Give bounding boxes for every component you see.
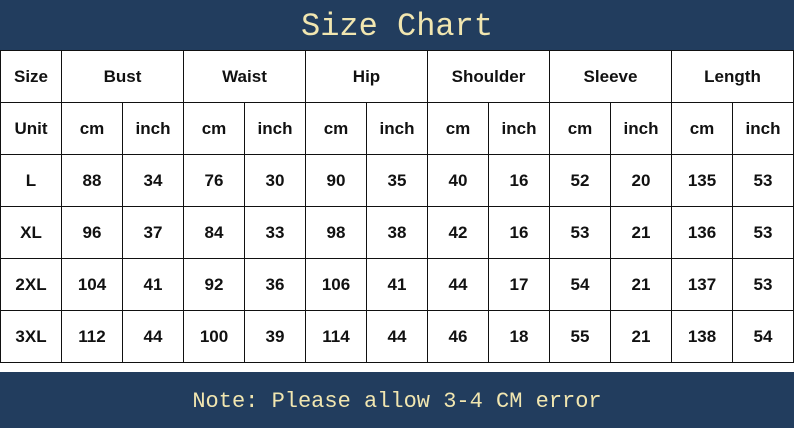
unit-cell: cm [671,102,733,155]
header-row: Size Bust Waist Hip Shoulder Sleeve Length [0,50,794,103]
unit-cell: cm [427,102,489,155]
table-row: 3XL 112 44 100 39 114 44 46 18 55 21 138 54 [0,310,794,363]
value-cell: 38 [366,206,428,259]
table-row: XL 96 37 84 33 98 38 42 16 53 21 136 53 [0,206,794,259]
unit-cell: cm [549,102,611,155]
unit-cell: inch [610,102,672,155]
value-cell: 100 [183,310,245,363]
measure-header: Shoulder [427,50,550,103]
unit-header: Unit [0,102,62,155]
unit-cell: inch [488,102,550,155]
value-cell: 46 [427,310,489,363]
value-cell: 36 [244,258,306,311]
value-cell: 20 [610,154,672,207]
value-cell: 41 [366,258,428,311]
value-cell: 53 [732,206,794,259]
value-cell: 98 [305,206,367,259]
value-cell: 44 [122,310,184,363]
size-table: Size Bust Waist Hip Shoulder Sleeve Length Unit… [0,50,794,363]
value-cell: 35 [366,154,428,207]
value-cell: 106 [305,258,367,311]
value-cell: 39 [244,310,306,363]
size-cell: 2XL [0,258,62,311]
size-header: Size [0,50,62,103]
size-cell: 3XL [0,310,62,363]
value-cell: 53 [732,154,794,207]
value-cell: 21 [610,206,672,259]
value-cell: 21 [610,310,672,363]
value-cell: 33 [244,206,306,259]
unit-cell: inch [244,102,306,155]
value-cell: 53 [549,206,611,259]
value-cell: 55 [549,310,611,363]
value-cell: 16 [488,154,550,207]
value-cell: 88 [61,154,123,207]
value-cell: 41 [122,258,184,311]
measure-header: Hip [305,50,428,103]
value-cell: 112 [61,310,123,363]
measure-header: Sleeve [549,50,672,103]
table-row: L 88 34 76 30 90 35 40 16 52 20 135 53 [0,154,794,207]
value-cell: 54 [732,310,794,363]
value-cell: 16 [488,206,550,259]
value-cell: 53 [732,258,794,311]
chart-title: Size Chart [300,8,494,45]
value-cell: 40 [427,154,489,207]
value-cell: 44 [427,258,489,311]
unit-cell: cm [183,102,245,155]
value-cell: 90 [305,154,367,207]
value-cell: 96 [61,206,123,259]
value-cell: 104 [61,258,123,311]
value-cell: 18 [488,310,550,363]
value-cell: 137 [671,258,733,311]
value-cell: 54 [549,258,611,311]
value-cell: 34 [122,154,184,207]
value-cell: 52 [549,154,611,207]
value-cell: 92 [183,258,245,311]
value-cell: 42 [427,206,489,259]
size-cell: XL [0,206,62,259]
value-cell: 138 [671,310,733,363]
value-cell: 135 [671,154,733,207]
size-cell: L [0,154,62,207]
value-cell: 17 [488,258,550,311]
table-row: 2XL 104 41 92 36 106 41 44 17 54 21 137 53 [0,258,794,311]
value-cell: 136 [671,206,733,259]
value-cell: 44 [366,310,428,363]
unit-cell: cm [61,102,123,155]
value-cell: 114 [305,310,367,363]
measure-header: Length [671,50,794,103]
unit-cell: inch [122,102,184,155]
note-banner: Note: Please allow 3-4 CM error [0,372,794,428]
unit-cell: inch [732,102,794,155]
note-text: Note: Please allow 3-4 CM error [192,389,602,414]
value-cell: 21 [610,258,672,311]
measure-header: Bust [61,50,184,103]
unit-cell: inch [366,102,428,155]
value-cell: 84 [183,206,245,259]
value-cell: 37 [122,206,184,259]
unit-cell: cm [305,102,367,155]
unit-row: Unit cm inch cm inch cm inch cm inch cm inch cm inch [0,102,794,155]
title-banner: Size Chart [0,0,794,50]
value-cell: 30 [244,154,306,207]
value-cell: 76 [183,154,245,207]
measure-header: Waist [183,50,306,103]
